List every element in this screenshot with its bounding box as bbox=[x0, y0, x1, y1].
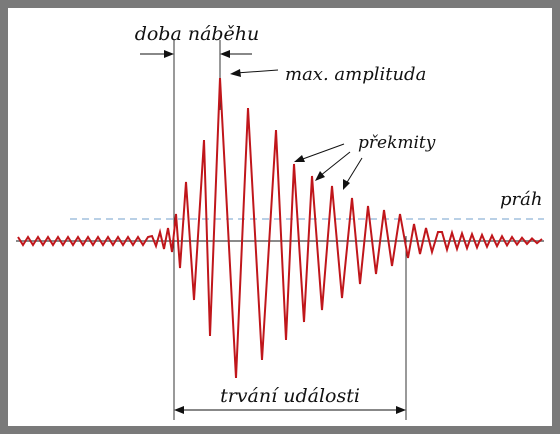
rise-time-arrowhead-right bbox=[220, 50, 230, 58]
overshoot-arrow-3 bbox=[345, 157, 363, 185]
duration-arrowhead-left bbox=[174, 406, 184, 414]
max-amplitude-arrow bbox=[235, 69, 279, 74]
overshoots-label: překmity bbox=[358, 133, 436, 153]
event-duration-label: trvání události bbox=[220, 385, 360, 407]
overshoot-arrowhead-1 bbox=[294, 155, 305, 162]
burst-waveform bbox=[17, 77, 543, 379]
duration-arrowhead-right bbox=[396, 406, 406, 414]
max-amplitude-label: max. amplituda bbox=[285, 64, 426, 85]
overshoot-arrowhead-2 bbox=[315, 171, 325, 181]
overshoot-arrowhead-3 bbox=[343, 179, 350, 190]
max-amplitude-arrowhead bbox=[230, 69, 241, 77]
overshoot-arrow-2 bbox=[319, 151, 351, 177]
overshoot-arrow-1 bbox=[299, 143, 345, 161]
threshold-label: práh bbox=[500, 189, 542, 210]
rise-time-label: doba náběhu bbox=[135, 23, 260, 45]
rise-time-arrowhead-left bbox=[164, 50, 174, 58]
